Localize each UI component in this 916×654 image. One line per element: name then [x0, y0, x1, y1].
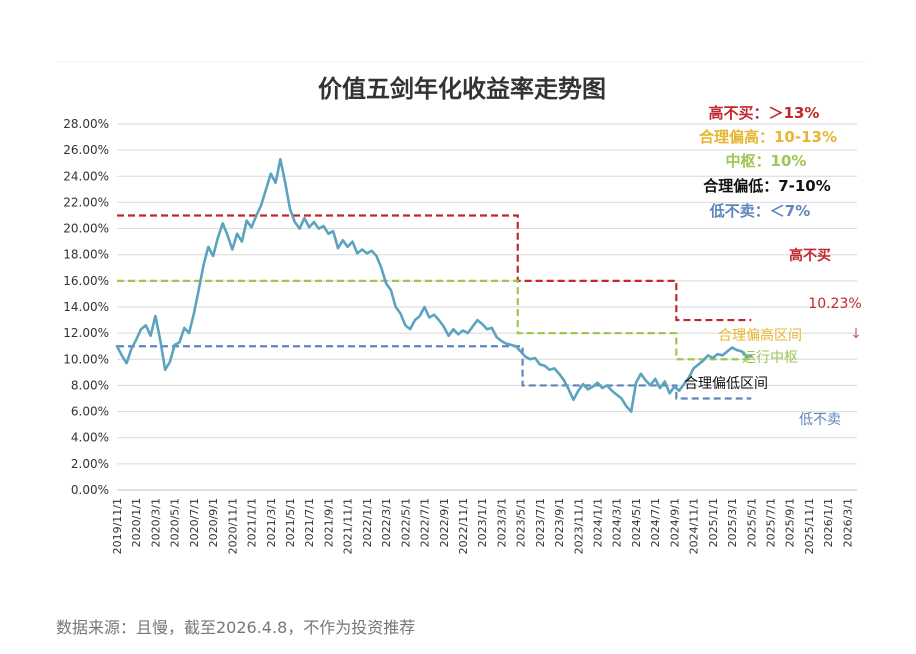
x-tick-label: 2022/5/1 — [399, 498, 412, 547]
x-tick-label: 2019/11/1 — [111, 498, 124, 554]
annotation-current-value: 10.23% — [808, 296, 861, 312]
x-tick-label: 2021/11/1 — [342, 498, 355, 554]
y-tick-label: 26.00% — [63, 143, 109, 157]
annotations: 高不买 10.23% ↓ 合理偏高区间 运行中枢 合理偏低区间 低不卖 — [684, 247, 862, 428]
x-tick-label: 2024/3/1 — [611, 498, 624, 547]
threshold-line-高不买 — [117, 214, 752, 322]
legend-entry-reasonable-low: 合理偏低：7-10% — [702, 177, 831, 195]
y-axis-ticks: 0.00% 2.00% 4.00% 6.00% 8.00% 10.00% 12.00% 14.… — [63, 117, 109, 497]
y-tick-label: 18.00% — [63, 248, 109, 262]
threshold-line-低不卖 — [117, 345, 752, 400]
x-axis-ticks: 2019/11/1 2020/1/1 2020/3/1 2020/5/1 2020/7/… — [111, 498, 854, 554]
y-tick-label: 14.00% — [63, 300, 109, 314]
x-tick-label: 2024/9/1 — [668, 498, 681, 547]
x-tick-label: 2025/7/1 — [765, 498, 778, 547]
y-tick-label: 12.00% — [63, 326, 109, 340]
y-tick-label: 8.00% — [71, 378, 109, 392]
x-tick-label: 2025/5/1 — [745, 498, 758, 547]
y-tick-label: 22.00% — [63, 195, 109, 209]
y-tick-label: 4.00% — [71, 431, 109, 445]
annotation-low-no-sell: 低不卖 — [799, 412, 841, 428]
y-tick-label: 10.00% — [63, 352, 109, 366]
series-line-annual-return — [115, 158, 753, 413]
x-tick-label: 2020/7/1 — [188, 498, 201, 547]
x-tick-label: 2021/5/1 — [284, 498, 297, 547]
x-tick-label: 2023/11/1 — [572, 498, 585, 554]
x-tick-label: 2025/9/1 — [784, 498, 797, 547]
x-tick-label: 2023/5/1 — [515, 498, 528, 547]
series-group — [115, 158, 753, 413]
x-tick-label: 2026/3/1 — [841, 498, 854, 547]
x-tick-label: 2024/1/1 — [592, 498, 605, 547]
x-tick-label: 2021/1/1 — [246, 498, 259, 547]
x-tick-label: 2022/1/1 — [361, 498, 374, 547]
legend-entry-low-no-sell: 低不卖：＜7% — [709, 202, 810, 220]
y-tick-label: 6.00% — [71, 405, 109, 419]
x-tick-label: 2022/7/1 — [419, 498, 432, 547]
annotation-high-no-buy: 高不买 — [789, 247, 831, 264]
x-tick-label: 2022/3/1 — [380, 498, 393, 547]
y-tick-label: 16.00% — [63, 274, 109, 288]
x-tick-label: 2022/11/1 — [457, 498, 470, 554]
annotation-reasonable-high-zone: 合理偏高区间 — [718, 327, 802, 344]
chart-title: 价值五剑年化收益率走势图 — [318, 75, 606, 103]
annotation-running-center: 运行中枢 — [742, 350, 798, 366]
y-tick-label: 24.00% — [63, 169, 109, 183]
x-tick-label: 2023/9/1 — [553, 498, 566, 547]
threshold-line-合理偏高区间 — [117, 279, 752, 361]
x-tick-label: 2024/5/1 — [630, 498, 643, 547]
x-tick-label: 2024/7/1 — [649, 498, 662, 547]
x-tick-label: 2021/7/1 — [303, 498, 316, 547]
x-tick-label: 2024/11/1 — [688, 498, 701, 554]
x-tick-label: 2020/11/1 — [226, 498, 239, 554]
x-tick-label: 2023/1/1 — [476, 498, 489, 547]
y-tick-label: 28.00% — [63, 117, 109, 131]
y-tick-label: 2.00% — [71, 457, 109, 471]
legend-entry-reasonable-high: 合理偏高：10-13% — [698, 128, 837, 146]
y-tick-label: 20.00% — [63, 222, 109, 236]
x-tick-label: 2020/9/1 — [207, 498, 220, 547]
data-source-footer: 数据来源：且慢，截至2026.4.8，不作为投资推荐 — [56, 618, 416, 637]
x-tick-label: 2020/1/1 — [130, 498, 143, 547]
legend-entry-high-no-buy: 高不买：＞13% — [709, 104, 820, 122]
grid — [117, 123, 857, 491]
x-tick-label: 2020/3/1 — [149, 498, 162, 547]
x-tick-label: 2025/1/1 — [707, 498, 720, 547]
annotation-reasonable-low-zone: 合理偏低区间 — [684, 376, 768, 392]
legend-entry-center: 中枢：10% — [726, 152, 807, 170]
x-tick-label: 2022/9/1 — [438, 498, 451, 547]
x-tick-label: 2025/11/1 — [803, 498, 816, 554]
x-tick-label: 2025/3/1 — [726, 498, 739, 547]
legend: 高不买：＞13% 合理偏高：10-13% 中枢：10% 合理偏低：7-10% 低… — [698, 104, 837, 220]
x-tick-label: 2020/5/1 — [169, 498, 182, 547]
x-tick-label: 2026/1/1 — [822, 498, 835, 547]
arrow-down-icon: ↓ — [850, 326, 862, 342]
x-tick-label: 2021/9/1 — [322, 498, 335, 547]
x-tick-label: 2023/3/1 — [495, 498, 508, 547]
x-tick-label: 2021/3/1 — [265, 498, 278, 547]
y-tick-label: 0.00% — [71, 483, 109, 497]
x-tick-label: 2023/7/1 — [534, 498, 547, 547]
